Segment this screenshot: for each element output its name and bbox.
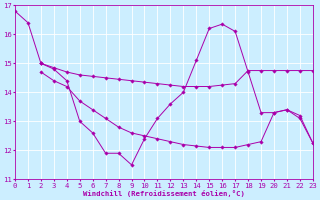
X-axis label: Windchill (Refroidissement éolien,°C): Windchill (Refroidissement éolien,°C): [83, 190, 245, 197]
